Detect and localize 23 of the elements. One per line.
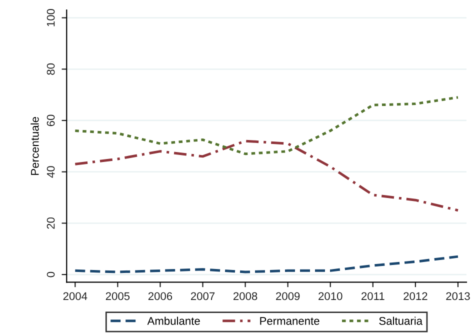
y-tick-label: 100: [46, 8, 55, 26]
y-tick-label: 60: [46, 114, 55, 126]
legend-label: Ambulante: [147, 316, 200, 325]
x-tick-label: 2007: [190, 292, 215, 300]
line-series: [74, 255, 460, 274]
x-tick-label: 2008: [233, 292, 258, 300]
y-tick-label: 40: [46, 166, 55, 178]
y-axis-title: Percentuale: [30, 117, 39, 175]
legend-label: Saltuaria: [379, 316, 423, 325]
x-tick-label: 2011: [362, 292, 384, 300]
x-tick-label: 2004: [63, 292, 88, 300]
x-tick-label: 2012: [404, 292, 428, 300]
x-tick-label: 2010: [318, 292, 342, 300]
x-tick-label: 2013: [446, 292, 470, 300]
line-series: [74, 140, 460, 212]
x-tick-label: 2006: [148, 292, 172, 300]
line-series: [74, 96, 460, 156]
y-tick-label: 80: [46, 63, 55, 75]
y-tick-label: 0: [46, 272, 55, 278]
legend-label: Permanente: [260, 317, 320, 325]
x-tick-label: 2009: [276, 292, 300, 300]
y-tick-label: 20: [46, 217, 55, 229]
x-tick-label: 2005: [106, 292, 130, 300]
